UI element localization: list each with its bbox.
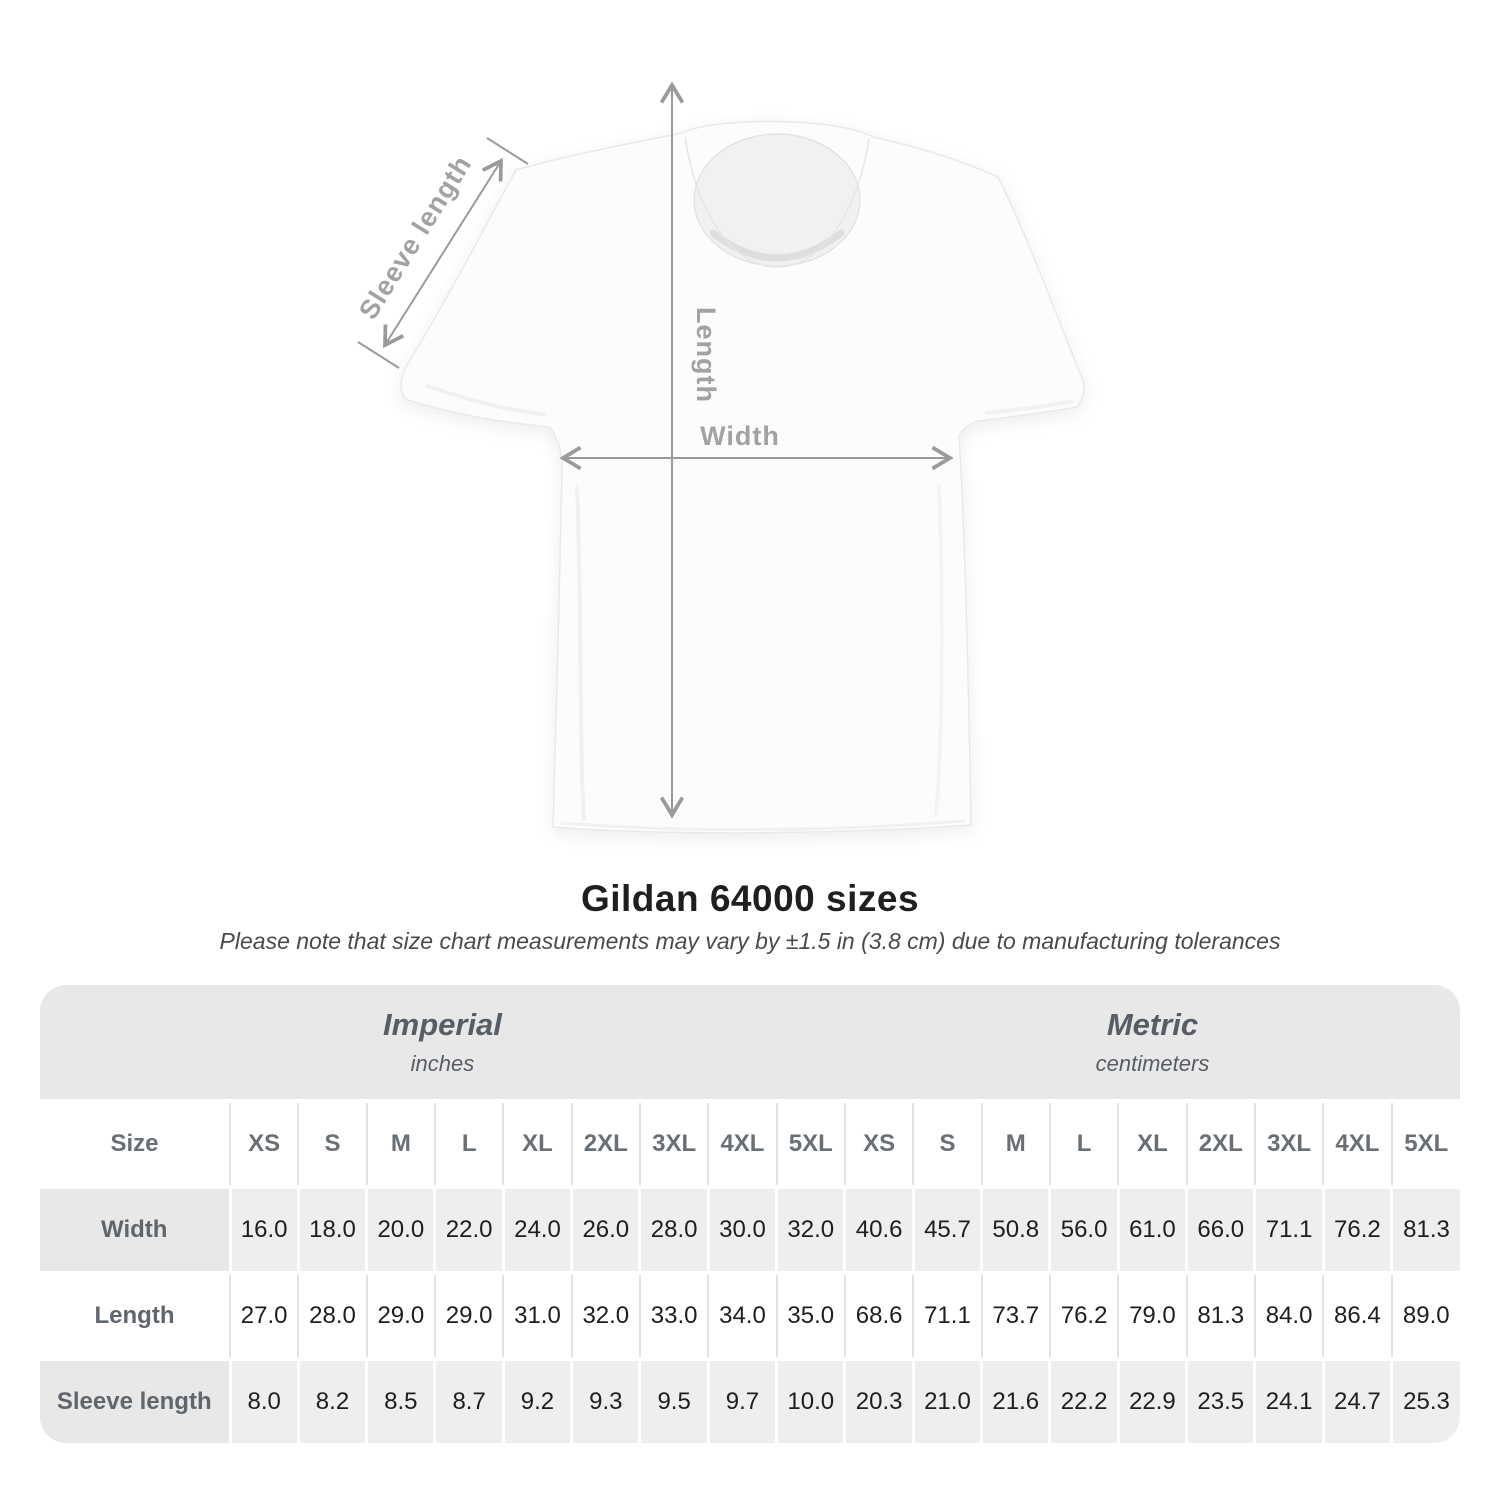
cell-sleeve-length-imperial-2xl: 9.3 [570,1357,640,1443]
tshirt-illustration [400,120,1085,834]
cell-width-metric-xs: 40.6 [843,1185,914,1273]
row-label-sleeve-length: Sleeve length [40,1357,230,1443]
tshirt-measurement-diagram: Length Width Sleeve length [353,81,1085,834]
cell-length-metric-5xl: 89.0 [1390,1271,1460,1359]
size-header-imperial-2xl: 2XL [570,1101,640,1187]
cell-sleeve-length-metric-xs: 20.3 [843,1357,914,1443]
table-row-sleeve-length: Sleeve length 8.0 8.2 8.5 8.7 9.2 9.3 9.5 9.7 10.… [40,1357,1460,1443]
row-label-width: Width [40,1185,230,1273]
cell-width-metric-4xl: 76.2 [1321,1185,1392,1273]
cell-length-metric-s: 71.1 [912,1271,982,1359]
size-header-imperial-5xl: 5XL [775,1101,845,1187]
cell-sleeve-length-metric-m: 21.6 [980,1357,1050,1443]
unit-group-imperial: Imperial inches [40,985,845,1103]
cell-sleeve-length-imperial-s: 8.2 [296,1357,367,1443]
cell-sleeve-length-imperial-m: 8.5 [365,1357,435,1443]
size-header-metric-s: S [912,1101,982,1187]
sleeve-length-arrow [357,137,529,369]
cell-sleeve-length-metric-xl: 22.9 [1116,1357,1187,1443]
chart-title: Gildan 64000 sizes [580,878,920,919]
cell-sleeve-length-metric-s: 21.0 [911,1357,982,1443]
table-row-width: Width 16.0 18.0 20.0 22.0 24.0 26.0 28.0 30.0 32.… [40,1185,1460,1273]
size-column-header: Size [40,1101,230,1187]
cell-length-imperial-xl: 31.0 [502,1271,572,1359]
size-header-metric-3xl: 3XL [1253,1101,1324,1187]
unit-groups-row: Imperial inches Metric centimeters [40,985,1460,1103]
collar-band [684,136,870,268]
cell-sleeve-length-imperial-5xl: 10.0 [775,1357,845,1443]
size-header-metric-l: L [1048,1101,1119,1187]
table-row-length: Length 27.0 28.0 29.0 29.0 31.0 32.0 33.0 34.0 35… [40,1271,1460,1359]
cell-width-metric-2xl: 66.0 [1185,1185,1255,1273]
cell-length-imperial-4xl: 34.0 [707,1271,777,1359]
width-label: Width [700,421,780,451]
size-header-metric-4xl: 4XL [1322,1101,1392,1187]
cell-length-imperial-s: 28.0 [297,1271,367,1359]
cell-length-metric-2xl: 81.3 [1185,1271,1255,1359]
cell-width-metric-l: 56.0 [1048,1185,1119,1273]
row-label-length: Length [40,1271,230,1359]
neck-hole [693,133,861,267]
size-header-imperial-4xl: 4XL [707,1101,777,1187]
cell-length-metric-l: 76.2 [1048,1271,1119,1359]
unit-group-imperial-label: Imperial [383,1006,502,1042]
cell-length-imperial-xs: 27.0 [228,1271,299,1359]
cell-width-imperial-3xl: 28.0 [638,1185,709,1273]
cell-width-metric-m: 50.8 [980,1185,1050,1273]
cell-sleeve-length-imperial-4xl: 9.7 [706,1357,777,1443]
cell-width-metric-5xl: 81.3 [1390,1185,1460,1273]
cell-sleeve-length-metric-l: 22.2 [1048,1357,1119,1443]
size-header-metric-2xl: 2XL [1185,1101,1255,1187]
cell-length-imperial-3xl: 33.0 [638,1271,709,1359]
size-header-imperial-s: S [297,1101,367,1187]
unit-group-imperial-sublabel: inches [410,1050,475,1076]
cell-width-imperial-2xl: 26.0 [570,1185,640,1273]
cell-sleeve-length-imperial-l: 8.7 [433,1357,504,1443]
size-header-metric-m: M [980,1101,1050,1187]
cell-sleeve-length-metric-3xl: 24.1 [1253,1357,1324,1443]
cell-length-metric-xs: 68.6 [843,1271,914,1359]
size-header-imperial-xl: XL [502,1101,572,1187]
size-header-metric-xl: XL [1117,1101,1187,1187]
cell-length-metric-xl: 79.0 [1117,1271,1187,1359]
size-table: Imperial inches Metric centimeters Size … [40,985,1460,1443]
size-header-metric-5xl: 5XL [1390,1101,1460,1187]
size-header-imperial-l: L [433,1101,504,1187]
chart-subtitle: Please note that size chart measurements… [219,928,1281,954]
cell-sleeve-length-imperial-xs: 8.0 [228,1357,299,1443]
size-header-imperial-3xl: 3XL [638,1101,709,1187]
cell-width-imperial-l: 22.0 [433,1185,504,1273]
size-header-row: Size XS S M L XL 2XL 3XL 4XL 5XL XS S M L XL 2XL 3XL 4XL… [40,1101,1460,1187]
cell-sleeve-length-metric-2xl: 23.5 [1185,1357,1255,1443]
length-label: Length [691,307,721,403]
cell-sleeve-length-metric-4xl: 24.7 [1321,1357,1392,1443]
cell-width-imperial-s: 18.0 [296,1185,367,1273]
cell-length-metric-3xl: 84.0 [1253,1271,1324,1359]
cell-sleeve-length-imperial-xl: 9.2 [501,1357,572,1443]
cell-width-metric-s: 45.7 [911,1185,982,1273]
unit-group-metric: Metric centimeters [844,985,1460,1103]
cell-length-imperial-l: 29.0 [433,1271,504,1359]
cell-length-metric-4xl: 86.4 [1322,1271,1392,1359]
cell-length-imperial-m: 29.0 [365,1271,435,1359]
cell-sleeve-length-metric-5xl: 25.3 [1390,1357,1460,1443]
unit-group-metric-sublabel: centimeters [1095,1050,1210,1076]
size-header-imperial-xs: XS [228,1101,299,1187]
size-header-metric-xs: XS [843,1101,914,1187]
cell-length-imperial-2xl: 32.0 [570,1271,640,1359]
cell-width-metric-3xl: 71.1 [1253,1185,1324,1273]
unit-group-metric-label: Metric [1106,1006,1199,1042]
cell-width-imperial-5xl: 32.0 [775,1185,845,1273]
cell-width-imperial-xl: 24.0 [501,1185,572,1273]
cell-width-imperial-m: 20.0 [365,1185,435,1273]
cell-length-metric-m: 73.7 [980,1271,1050,1359]
cell-sleeve-length-imperial-3xl: 9.5 [638,1357,709,1443]
cell-width-imperial-xs: 16.0 [228,1185,299,1273]
cell-length-imperial-5xl: 35.0 [775,1271,845,1359]
cell-width-imperial-4xl: 30.0 [706,1185,777,1273]
size-header-imperial-m: M [365,1101,435,1187]
cell-width-metric-xl: 61.0 [1116,1185,1187,1273]
